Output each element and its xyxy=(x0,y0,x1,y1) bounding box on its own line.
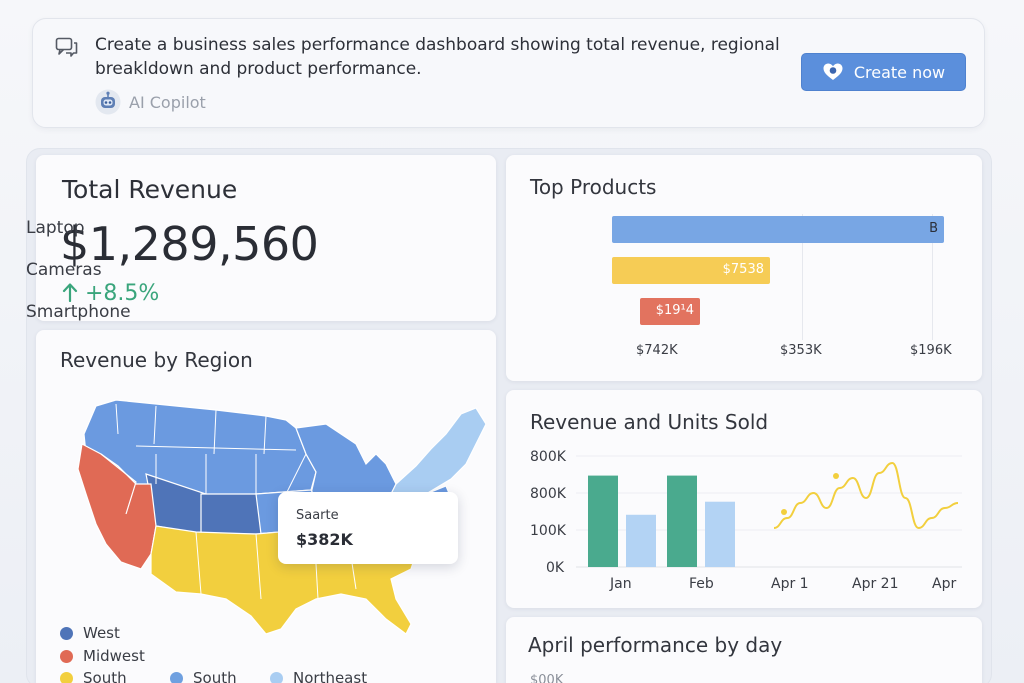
x-tick-label: Apr 21 xyxy=(852,576,898,592)
bar-units[interactable] xyxy=(626,514,656,567)
gridline xyxy=(932,214,933,340)
y-tick-label: 100K xyxy=(530,523,567,539)
line-point[interactable] xyxy=(833,473,839,479)
x-tick-label: Apr xyxy=(932,576,956,592)
prompt-text: Create a business sales performance dash… xyxy=(95,35,780,79)
x-tick-label: Feb xyxy=(689,576,714,592)
legend-dot xyxy=(270,671,283,683)
legend-dot xyxy=(60,626,73,640)
robot-icon xyxy=(95,89,121,115)
product-value-smartphone: $19¹4 xyxy=(655,303,694,318)
bar-units[interactable] xyxy=(705,501,735,567)
product-value-laptop: B xyxy=(929,221,938,236)
product-axis-label: $196K xyxy=(910,343,952,358)
legend-item-south: South xyxy=(60,669,127,683)
product-label-laptop: Laptop xyxy=(26,218,85,238)
x-tick-label: Apr 1 xyxy=(771,576,809,592)
revenue-change: +8.5% xyxy=(62,281,159,306)
units-bars xyxy=(588,475,735,567)
revenue-units-title: Revenue and Units Sold xyxy=(530,410,769,434)
product-bar-laptop[interactable] xyxy=(612,216,944,243)
bar-revenue[interactable] xyxy=(588,475,618,567)
legend-dot xyxy=(60,671,73,683)
total-revenue-value: $1,289,560 xyxy=(60,217,319,271)
product-label-smartphone: Smartphone xyxy=(26,302,131,322)
map-region-midwest xyxy=(77,443,157,570)
copilot-name: AI Copilot xyxy=(129,92,206,112)
total-revenue-title: Total Revenue xyxy=(62,175,238,204)
y-tick-label: 800K xyxy=(530,449,567,465)
legend-dot xyxy=(170,671,183,683)
product-value-cameras: $7538 xyxy=(722,262,764,277)
region-title: Revenue by Region xyxy=(60,348,253,372)
legend-dot xyxy=(60,649,73,663)
chat-icon xyxy=(55,37,78,57)
product-bar-cameras[interactable] xyxy=(612,257,770,284)
bar-revenue[interactable] xyxy=(667,475,697,567)
total-revenue-card: Total Revenue $1,289,560 +8.5% xyxy=(36,155,496,321)
create-now-button[interactable]: Create now xyxy=(801,53,966,91)
top-products-title: Top Products xyxy=(530,175,657,199)
product-axis-label: $353K xyxy=(780,343,822,358)
tooltip-label: Saarte xyxy=(296,508,339,523)
product-axis-label: $742K xyxy=(636,343,678,358)
prompt-panel: Create a business sales performance dash… xyxy=(32,18,985,128)
line-point[interactable] xyxy=(781,509,787,515)
legend-item-south-2: South xyxy=(170,669,237,683)
legend-label: South xyxy=(193,669,237,683)
legend-item-northeast: Northeast xyxy=(270,669,367,683)
revenue-units-card: Revenue and Units Sold xyxy=(506,390,982,608)
map-region-colorado xyxy=(200,493,262,535)
product-bar-smartphone[interactable] xyxy=(640,298,700,325)
y-tick-label: 800K xyxy=(530,486,567,502)
april-title: April performance by day xyxy=(528,633,783,657)
map-tooltip: Saarte $382K xyxy=(278,492,458,564)
arrow-up-icon xyxy=(62,283,78,303)
create-now-label: Create now xyxy=(853,62,946,82)
april-y-tick: $00K xyxy=(530,673,564,683)
legend-label: West xyxy=(83,624,120,642)
heart-icon xyxy=(823,63,843,80)
legend-label: South xyxy=(83,669,127,683)
april-performance-card: April performance by day $00K xyxy=(506,617,982,683)
gridline xyxy=(802,214,803,340)
y-tick-label: 0K xyxy=(546,560,565,576)
revenue-change-value: +8.5% xyxy=(85,281,160,306)
legend-item-west: West xyxy=(60,624,120,642)
legend-label: Northeast xyxy=(293,669,368,683)
units-line[interactable] xyxy=(773,461,959,530)
x-tick-label: Jan xyxy=(609,576,632,592)
tooltip-value: $382K xyxy=(296,530,353,549)
revenue-units-chart: 800K 800K 100K 0K Jan Feb Apr 1 Apr 21 A… xyxy=(530,449,962,592)
legend-label: Midwest xyxy=(83,647,145,665)
legend-item-midwest: Midwest xyxy=(60,647,145,665)
copilot-label: AI Copilot xyxy=(95,89,206,115)
product-label-cameras: Cameras xyxy=(26,260,102,280)
